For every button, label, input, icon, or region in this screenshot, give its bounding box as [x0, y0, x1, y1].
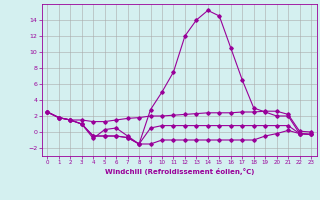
X-axis label: Windchill (Refroidissement éolien,°C): Windchill (Refroidissement éolien,°C) [105, 168, 254, 175]
